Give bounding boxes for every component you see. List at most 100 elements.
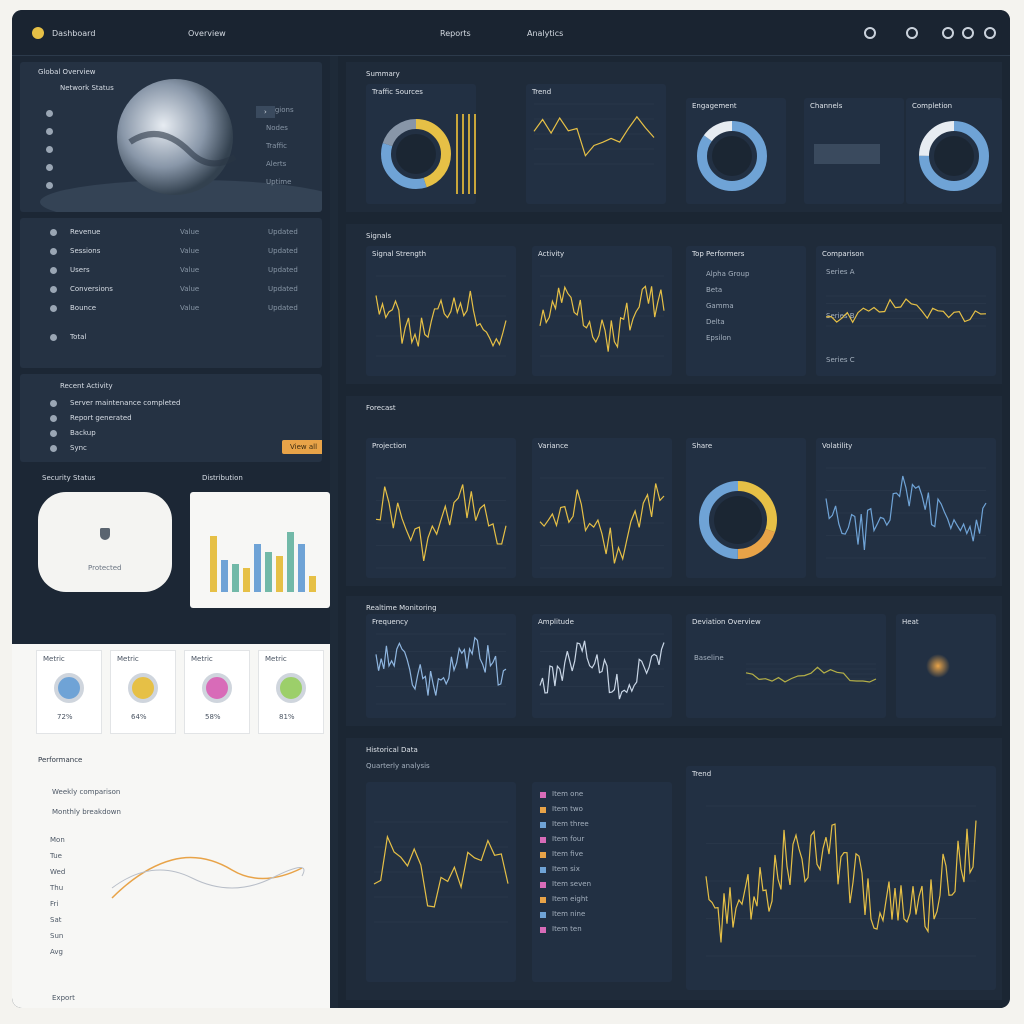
menu-icon[interactable] xyxy=(984,27,996,39)
series-line xyxy=(533,115,655,157)
list-bullet-icon xyxy=(46,164,53,171)
left-panel: Global Overview Network Status Regions No… xyxy=(12,56,330,1008)
card-title: Share xyxy=(692,442,713,450)
nav-overview[interactable]: Overview xyxy=(188,29,226,38)
trend-card[interactable]: Trend xyxy=(526,84,666,204)
traffic-donut-chart xyxy=(381,119,451,189)
completion-card[interactable]: Completion xyxy=(906,98,1002,204)
hero-action-button[interactable]: › xyxy=(256,106,275,118)
search-icon[interactable] xyxy=(864,27,876,39)
export-link[interactable]: Export xyxy=(52,994,75,1002)
activity-card: Recent Activity Server maintenance compl… xyxy=(20,374,322,462)
channels-card[interactable]: Channels xyxy=(804,98,904,204)
top-performers-card[interactable]: Top Performers Alpha Group Beta Gamma Delta E… xyxy=(686,246,806,376)
frequency-card[interactable]: Frequency xyxy=(366,614,516,718)
list-color-icon xyxy=(540,882,546,888)
activity-card-main[interactable]: Activity xyxy=(532,246,672,376)
hero-list-item[interactable]: Traffic xyxy=(266,142,288,150)
activity-item[interactable]: Report generated xyxy=(70,414,132,422)
nav-reports[interactable]: Reports xyxy=(440,29,471,38)
historical-list-item[interactable]: Item eight xyxy=(552,895,589,903)
volatility-card[interactable]: Volatility xyxy=(816,438,996,578)
series-line xyxy=(539,483,665,564)
card-title: Channels xyxy=(810,102,843,110)
stat-card[interactable]: Metric 81% xyxy=(258,650,324,734)
engagement-card[interactable]: Engagement xyxy=(686,98,786,204)
table-row-status: Updated xyxy=(268,228,298,236)
hero-list-item[interactable]: Alerts xyxy=(266,160,287,168)
nav-analytics[interactable]: Analytics xyxy=(527,29,564,38)
performer-row[interactable]: Alpha Group xyxy=(706,270,750,278)
signal-strength-card[interactable]: Signal Strength xyxy=(366,246,516,376)
hero-list-item[interactable]: Nodes xyxy=(266,124,288,132)
stat-card[interactable]: Metric 64% xyxy=(110,650,176,734)
variance-card[interactable]: Variance xyxy=(532,438,672,578)
table-row-label: Bounce xyxy=(70,304,97,312)
top-bar: Dashboard Overview Reports Analytics xyxy=(12,10,1010,56)
historical-trend-card[interactable]: Trend xyxy=(686,766,996,990)
mini-bar xyxy=(462,114,464,194)
historical-list-item[interactable]: Item three xyxy=(552,820,589,828)
distribution-bar xyxy=(232,564,239,592)
table-row-status: Updated xyxy=(268,247,298,255)
deviation-sub: Baseline xyxy=(694,654,724,662)
comparison-card[interactable]: Comparison Series A Series B Series C xyxy=(816,246,996,376)
card-title: Activity xyxy=(538,250,565,258)
stat-card[interactable]: Metric 72% xyxy=(36,650,102,734)
heat-card[interactable]: Heat xyxy=(896,614,996,718)
activity-item[interactable]: Server maintenance completed xyxy=(70,399,181,407)
historical-list-item[interactable]: Item six xyxy=(552,865,580,873)
donut-center xyxy=(934,136,974,176)
activity-icon xyxy=(50,400,57,407)
historical-list-item[interactable]: Item four xyxy=(552,835,585,843)
mini-bars xyxy=(456,114,476,194)
performance-row-label: Sun xyxy=(50,932,64,940)
performer-row[interactable]: Gamma xyxy=(706,302,734,310)
stat-card[interactable]: Metric 58% xyxy=(184,650,250,734)
row-icon xyxy=(50,334,57,341)
view-all-button[interactable]: View all xyxy=(282,440,322,454)
notification-icon[interactable] xyxy=(906,27,918,39)
volatility-line-chart xyxy=(825,467,987,559)
summary-section: Summary Traffic Sources Trend Engagement Cha… xyxy=(346,62,1002,212)
historical-list-item[interactable]: Item one xyxy=(552,790,584,798)
security-card: Protected xyxy=(38,492,172,592)
hero-list-item[interactable]: Uptime xyxy=(266,178,292,186)
amplitude-card[interactable]: Amplitude xyxy=(532,614,672,718)
historical-line-card[interactable] xyxy=(366,782,516,982)
historical-list-card[interactable]: Item one Item two Item three Item four Item … xyxy=(532,782,672,982)
activity-item[interactable]: Sync xyxy=(70,444,87,452)
historical-list-item[interactable]: Item ten xyxy=(552,925,582,933)
historical-list-item[interactable]: Item two xyxy=(552,805,583,813)
main-content: Summary Traffic Sources Trend Engagement Cha… xyxy=(338,56,1010,1008)
series-line xyxy=(825,298,987,324)
historical-list-item[interactable]: Item seven xyxy=(552,880,591,888)
deviation-line-chart xyxy=(745,663,877,685)
hero-card: Global Overview Network Status Regions No… xyxy=(20,62,322,212)
traffic-sources-card[interactable]: Traffic Sources xyxy=(366,84,476,204)
deviation-card[interactable]: Deviation Overview Baseline xyxy=(686,614,886,718)
historical-section: Historical Data Quarterly analysis Item on… xyxy=(346,738,1002,1000)
hero-list-item[interactable]: Regions xyxy=(266,106,294,114)
frequency-line-chart xyxy=(375,633,507,705)
list-color-icon xyxy=(540,867,546,873)
card-title: Signal Strength xyxy=(372,250,427,258)
logo-icon xyxy=(32,27,44,39)
activity-item[interactable]: Backup xyxy=(70,429,96,437)
stat-ring-icon xyxy=(128,673,158,703)
historical-list-item[interactable]: Item nine xyxy=(552,910,586,918)
performer-row[interactable]: Epsilon xyxy=(706,334,732,342)
performer-row[interactable]: Delta xyxy=(706,318,725,326)
user-icon[interactable] xyxy=(962,27,974,39)
performer-row[interactable]: Beta xyxy=(706,286,723,294)
distribution-bar xyxy=(243,568,250,592)
historical-list-item[interactable]: Item five xyxy=(552,850,584,858)
stat-title: Metric xyxy=(191,655,213,663)
table-row-label: Sessions xyxy=(70,247,101,255)
projection-card[interactable]: Projection xyxy=(366,438,516,578)
list-color-icon xyxy=(540,792,546,798)
historical-line-chart xyxy=(373,821,509,923)
distribution-bar xyxy=(287,532,294,592)
settings-icon[interactable] xyxy=(942,27,954,39)
share-card[interactable]: Share xyxy=(686,438,806,578)
